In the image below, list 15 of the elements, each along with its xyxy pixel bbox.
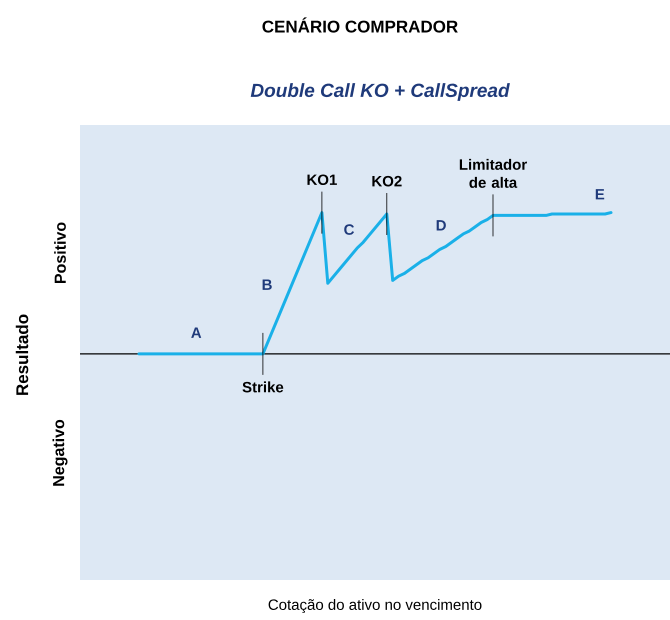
text: Limitador de alta [460,158,527,188]
text: Positivo [54,222,66,284]
text: Negativo [52,420,68,486]
text: KO2 [372,176,402,186]
chart-subtitle: Double Call KO + CallSpread [250,83,510,101]
annotation: D [436,220,446,230]
annotation: A [191,328,202,338]
text: KO1 [307,174,337,186]
text: Cotação do ativo no vencimento [268,598,482,614]
text: Resultado [16,314,28,395]
annotation: B [262,280,272,290]
chart-title: CENÁRIO COMPRADOR [262,17,458,33]
text: Strike [242,381,284,392]
annotation: C [344,224,354,235]
text: E [596,189,604,200]
